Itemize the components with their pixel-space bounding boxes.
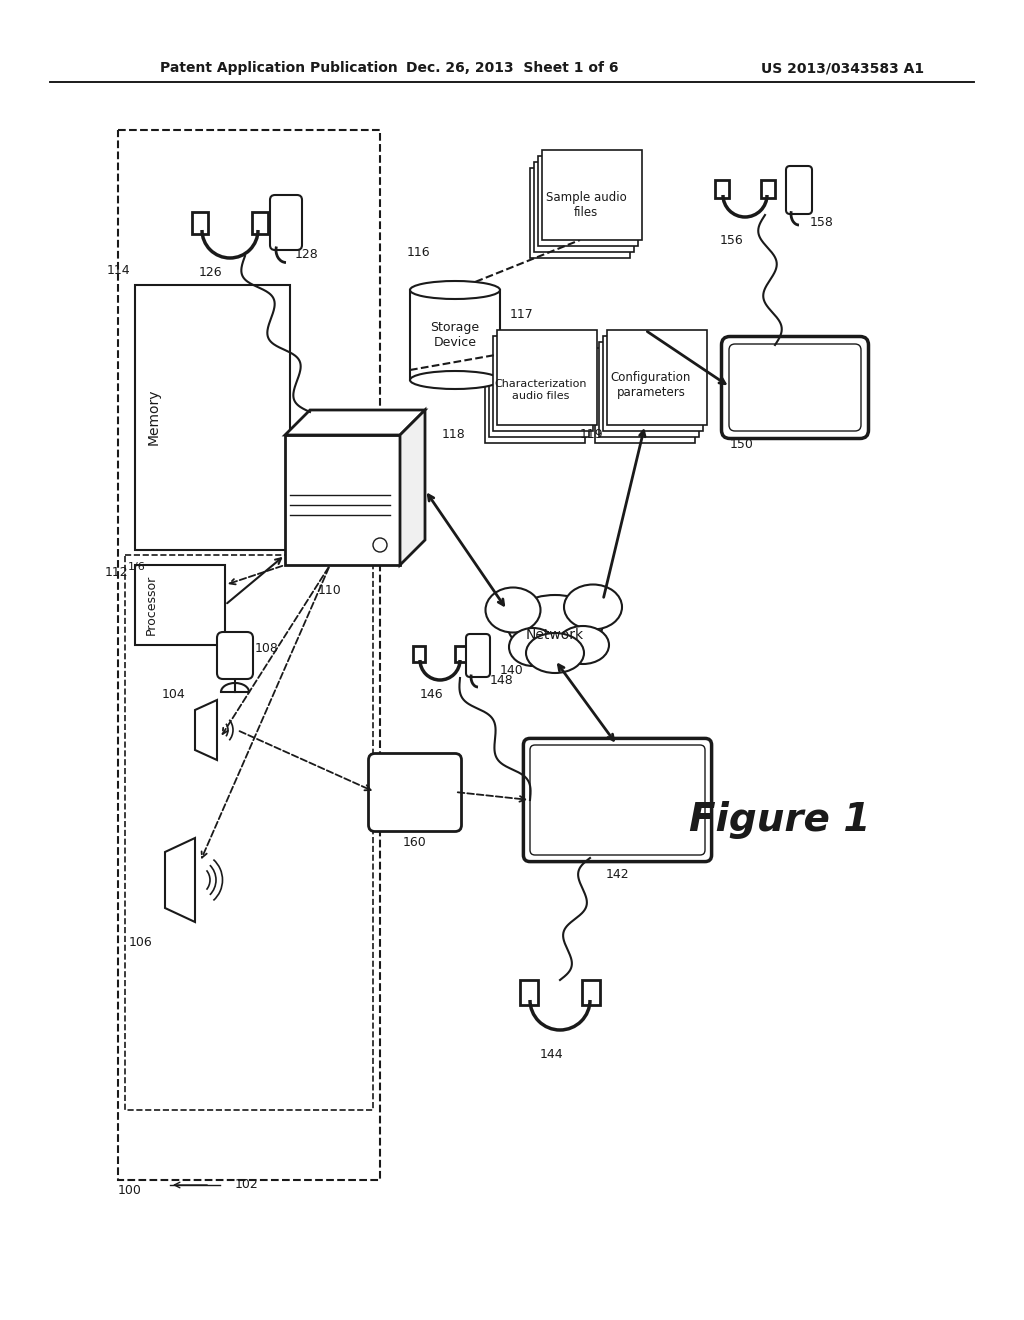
Polygon shape: [400, 411, 425, 565]
Bar: [520, 979, 538, 1005]
Text: Sample audio
files: Sample audio files: [546, 191, 627, 219]
Bar: [538, 156, 638, 246]
Text: 1/6: 1/6: [128, 562, 145, 572]
Text: 144: 144: [540, 1048, 563, 1061]
Text: 108: 108: [255, 642, 279, 655]
Bar: [125, 554, 373, 1110]
Polygon shape: [195, 700, 217, 760]
Polygon shape: [285, 411, 425, 436]
Bar: [118, 129, 380, 1180]
Bar: [582, 979, 600, 1005]
Bar: [603, 337, 703, 432]
Bar: [135, 565, 225, 645]
Bar: [410, 290, 500, 380]
Text: 156: 156: [720, 234, 743, 247]
Text: 116: 116: [407, 246, 430, 259]
Polygon shape: [165, 838, 195, 921]
Text: 104: 104: [161, 689, 185, 701]
Ellipse shape: [526, 634, 584, 673]
FancyBboxPatch shape: [530, 744, 705, 855]
Text: 114: 114: [106, 264, 130, 276]
Ellipse shape: [557, 626, 609, 664]
FancyBboxPatch shape: [722, 337, 868, 438]
Bar: [542, 150, 642, 240]
Text: Network: Network: [526, 628, 584, 642]
Ellipse shape: [410, 281, 500, 300]
Text: Processor: Processor: [145, 576, 158, 635]
Bar: [285, 436, 400, 565]
Circle shape: [373, 539, 387, 552]
FancyBboxPatch shape: [466, 634, 490, 677]
Text: 160: 160: [403, 837, 427, 850]
FancyBboxPatch shape: [729, 345, 861, 432]
Bar: [485, 348, 585, 444]
Text: 106: 106: [128, 936, 152, 949]
Text: 148: 148: [490, 673, 514, 686]
Bar: [497, 330, 597, 425]
Bar: [599, 342, 699, 437]
FancyBboxPatch shape: [369, 754, 462, 832]
Bar: [607, 330, 707, 425]
FancyBboxPatch shape: [217, 632, 253, 678]
Bar: [135, 285, 290, 550]
Text: 158: 158: [810, 215, 834, 228]
Bar: [493, 337, 593, 432]
FancyBboxPatch shape: [523, 738, 712, 862]
Text: 142: 142: [605, 869, 629, 882]
Text: 126: 126: [199, 265, 222, 279]
Text: 102: 102: [234, 1179, 259, 1192]
Text: Characterization
audio files: Characterization audio files: [495, 379, 587, 401]
Text: 112: 112: [104, 565, 128, 578]
Ellipse shape: [485, 587, 541, 632]
Bar: [595, 348, 695, 444]
Text: 140: 140: [500, 664, 523, 676]
Bar: [489, 342, 589, 437]
Bar: [252, 213, 268, 234]
Bar: [534, 162, 634, 252]
Text: 118: 118: [441, 429, 465, 441]
Text: US 2013/0343583 A1: US 2013/0343583 A1: [761, 61, 924, 75]
Ellipse shape: [564, 585, 622, 630]
Text: Patent Application Publication: Patent Application Publication: [160, 61, 397, 75]
Ellipse shape: [410, 371, 500, 389]
Ellipse shape: [508, 595, 602, 655]
Text: 110: 110: [318, 583, 342, 597]
Text: 150: 150: [730, 438, 754, 451]
Text: Configuration
parameters: Configuration parameters: [610, 371, 691, 399]
FancyBboxPatch shape: [786, 166, 812, 214]
FancyBboxPatch shape: [270, 195, 302, 249]
Bar: [455, 645, 467, 663]
Text: 146: 146: [420, 689, 443, 701]
Text: Figure 1: Figure 1: [689, 801, 870, 840]
Text: 100: 100: [118, 1184, 142, 1196]
Bar: [413, 645, 425, 663]
Text: 119: 119: [580, 429, 603, 441]
Ellipse shape: [509, 628, 557, 667]
Bar: [761, 180, 775, 198]
Text: Memory: Memory: [147, 389, 161, 445]
Bar: [530, 168, 630, 257]
Text: 128: 128: [295, 248, 318, 261]
Text: 117: 117: [510, 309, 534, 322]
Bar: [715, 180, 729, 198]
Text: Storage
Device: Storage Device: [430, 321, 479, 348]
Text: Dec. 26, 2013  Sheet 1 of 6: Dec. 26, 2013 Sheet 1 of 6: [406, 61, 618, 75]
Bar: [193, 213, 208, 234]
